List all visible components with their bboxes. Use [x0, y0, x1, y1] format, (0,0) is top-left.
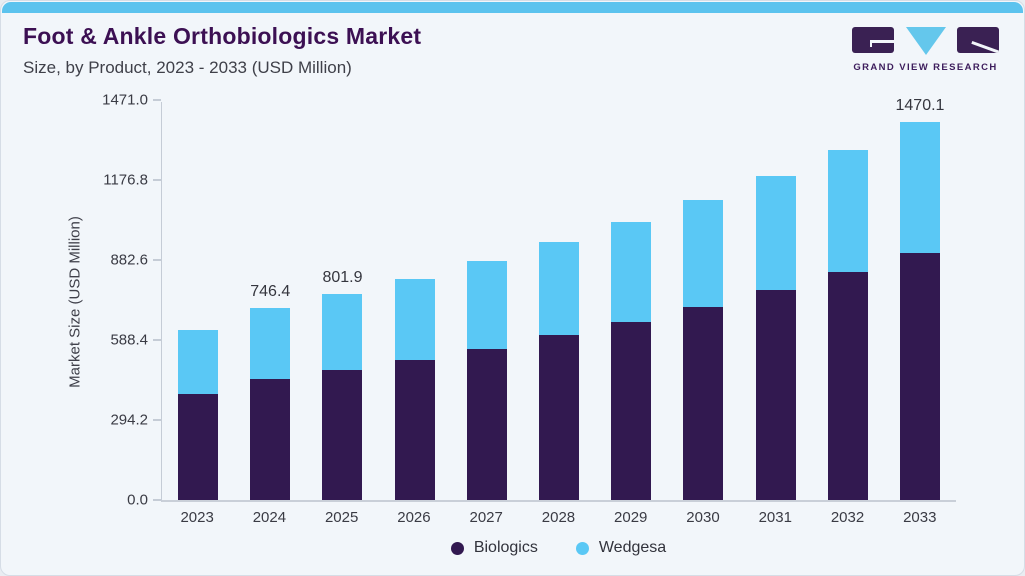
legend-label: Biologics — [473, 539, 538, 556]
bar-segment-wedgesa-2030 — [683, 200, 724, 307]
x-axis-label-2033: 2033 — [903, 509, 937, 526]
legend-dot-biologics-icon — [450, 541, 464, 555]
bar-slot-2033: 1470.1 — [884, 97, 956, 500]
y-axis-tick-label: 294.2 — [110, 411, 148, 429]
logo-r-icon — [957, 27, 999, 53]
bar-slot-2029 — [595, 102, 667, 500]
y-axis-title: Market Size (USD Million) — [66, 216, 84, 388]
x-axis-labels: 2023 2024 2025 2026 2027 2028 2029 2030 2031 2032… — [161, 509, 956, 526]
page-title: Foot & Ankle Orthobiologics Market — [23, 23, 422, 49]
bar-value-label-2033: 1470.1 — [895, 97, 945, 114]
y-axis-tick — [153, 179, 161, 181]
y-axis-tick — [153, 419, 161, 421]
bar-slot-2027 — [451, 102, 523, 500]
x-axis-label-2031: 2031 — [758, 509, 792, 526]
bar-slot-2030 — [667, 102, 739, 500]
x-axis-label-2023: 2023 — [180, 509, 214, 526]
grand-view-research-logo: GRAND VIEW RESEARCH — [852, 27, 999, 73]
bar-segment-biologics-2024 — [250, 379, 291, 500]
bar-slot-2028 — [523, 102, 595, 500]
logo-g-icon — [852, 27, 894, 53]
x-axis-label-2029: 2029 — [614, 509, 648, 526]
x-axis-label-2024: 2024 — [252, 509, 287, 526]
bar-segment-wedgesa-2023 — [178, 329, 219, 394]
bar-slot-2025: 801.9 — [306, 102, 378, 500]
bar-value-label-2024: 746.4 — [250, 283, 291, 301]
bar-slot-2032 — [812, 102, 884, 500]
y-axis-tick-label: 588.4 — [110, 331, 148, 349]
y-axis-tick-label: 1176.8 — [103, 171, 148, 189]
bar-segment-wedgesa-2032 — [827, 150, 868, 272]
x-axis-label-2027: 2027 — [469, 509, 503, 526]
y-axis-tick-label: 882.6 — [110, 251, 148, 269]
bar-segment-wedgesa-2027 — [466, 261, 507, 349]
plot-area: 0.0 294.2 588.4 882.6 1176.8 1471.0 746.4 801.… — [102, 92, 956, 509]
y-axis-tick — [153, 499, 161, 501]
bar-segment-wedgesa-2025 — [322, 293, 363, 371]
x-axis-label-2028: 2028 — [541, 509, 576, 526]
bar-segment-wedgesa-2031 — [755, 176, 796, 291]
bar-segment-biologics-2025 — [322, 370, 363, 500]
bar-segment-biologics-2033 — [899, 252, 940, 500]
legend-item-biologics: Biologics — [450, 539, 538, 557]
bars-container: 746.4 801.9 1470.1 — [162, 97, 956, 500]
bar-segment-biologics-2032 — [827, 271, 868, 500]
legend-item-wedgesa: Wedgesa — [575, 539, 667, 557]
bar-slot-2024: 746.4 — [234, 102, 306, 500]
bar-slot-2031 — [740, 102, 812, 500]
bar-segment-wedgesa-2029 — [611, 221, 652, 322]
y-axis-tick — [153, 99, 161, 101]
bar-segment-wedgesa-2028 — [539, 242, 580, 335]
bar-segment-biologics-2028 — [539, 334, 580, 500]
legend: Biologics Wedgesa — [161, 539, 956, 557]
accent-strip — [2, 2, 1023, 13]
x-axis-label-2030: 2030 — [686, 509, 720, 526]
legend-label: Wedgesa — [598, 539, 667, 556]
logo-text: GRAND VIEW RESEARCH — [853, 62, 998, 73]
bar-segment-biologics-2026 — [394, 359, 435, 500]
y-axis-tick-label: 0.0 — [127, 491, 148, 509]
bar-slot-2026 — [379, 102, 451, 500]
y-axis-tick — [153, 259, 161, 261]
page-subtitle: Size, by Product, 2023 - 2033 (USD Milli… — [23, 58, 352, 77]
bar-segment-wedgesa-2026 — [394, 279, 435, 360]
legend-dot-wedgesa-icon — [575, 541, 589, 555]
x-axis-label-2026: 2026 — [397, 509, 431, 526]
bar-segment-wedgesa-2033 — [899, 122, 940, 253]
bar-slot-2023 — [162, 102, 234, 500]
bar-segment-wedgesa-2024 — [250, 308, 291, 380]
bar-segment-biologics-2029 — [611, 321, 652, 500]
bar-segment-biologics-2023 — [178, 393, 219, 500]
bar-segment-biologics-2031 — [755, 290, 796, 500]
x-axis-label-2025: 2025 — [324, 509, 359, 526]
x-axis-label-2032: 2032 — [830, 509, 865, 526]
y-axis-tick — [153, 339, 161, 341]
logo-v-icon — [905, 27, 946, 55]
bar-segment-biologics-2030 — [683, 306, 724, 500]
y-axis-tick-label: 1471.0 — [102, 91, 148, 109]
bar-value-label-2025: 801.9 — [322, 268, 363, 286]
bar-segment-biologics-2027 — [466, 348, 507, 500]
